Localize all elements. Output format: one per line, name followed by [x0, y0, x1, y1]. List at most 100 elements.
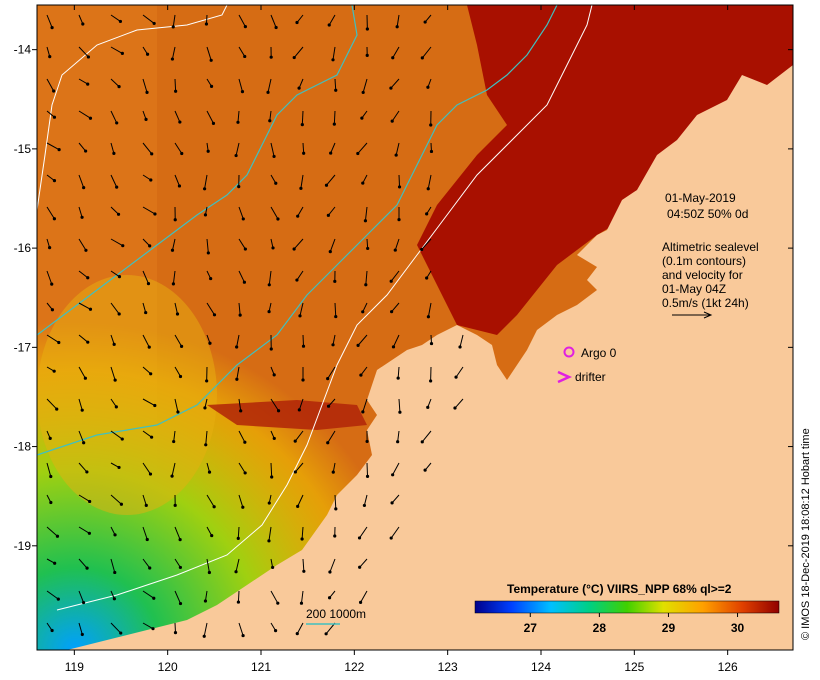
velocity-arrowhead — [113, 378, 117, 382]
velocity-arrow — [325, 622, 336, 635]
velocity-arrowhead — [389, 279, 393, 283]
velocity-arrow — [398, 398, 401, 413]
velocity-arrowhead — [87, 531, 91, 535]
velocity-arrowhead — [297, 408, 301, 412]
velocity-arrow — [237, 110, 240, 123]
drifter-marker-icon — [557, 370, 573, 384]
velocity-arrow — [78, 334, 89, 343]
velocity-arrowhead — [389, 536, 393, 540]
velocity-arrowhead — [170, 248, 175, 252]
velocity-arrowhead — [272, 154, 276, 159]
velocity-arrow — [302, 558, 305, 572]
velocity-arrowhead — [429, 149, 434, 154]
velocity-arrowhead — [458, 345, 462, 349]
x-axis: 119 120 121 122 123 124 125 126 — [65, 5, 738, 674]
velocity-arrowhead — [236, 600, 241, 604]
velocity-arrow — [46, 398, 58, 410]
velocity-arrowhead — [178, 374, 183, 379]
velocity-arrowhead — [117, 312, 121, 316]
velocity-arrow — [142, 558, 151, 569]
velocity-arrowhead — [204, 443, 208, 447]
velocity-arrowhead — [420, 247, 424, 252]
velocity-arrow — [78, 526, 90, 534]
velocity-arrowhead — [239, 409, 243, 413]
velocity-arrowhead — [48, 55, 52, 59]
velocity-arrowhead — [397, 218, 401, 222]
y-tick-label: -14 — [14, 43, 32, 57]
velocity-arrowhead — [52, 115, 57, 119]
map-plot-area — [36, 4, 794, 651]
velocity-arrowhead — [238, 313, 242, 317]
velocity-arrow — [357, 142, 368, 154]
velocity-arrow — [300, 174, 304, 189]
velocity-arrowhead — [80, 408, 84, 412]
velocity-arrow — [421, 238, 432, 250]
velocity-arrowhead — [82, 441, 86, 445]
velocity-arrow — [174, 110, 181, 123]
velocity-arrow — [296, 622, 304, 634]
velocity-arrowhead — [420, 56, 424, 60]
velocity-arrowhead — [301, 378, 305, 382]
velocity-arrow — [421, 46, 432, 59]
velocity-arrowhead — [86, 82, 90, 86]
velocity-arrowhead — [112, 342, 116, 346]
depth-legend-label: 200 1000m — [306, 607, 366, 621]
velocity-arrow — [110, 142, 115, 154]
velocity-arrowhead — [425, 212, 429, 216]
x-tick-label: 119 — [65, 660, 84, 674]
velocity-arrowhead — [203, 406, 207, 410]
velocity-arrowhead — [292, 55, 296, 60]
velocity-arrowhead — [395, 25, 399, 29]
velocity-arrowhead — [85, 566, 89, 570]
x-tick-label: 125 — [624, 660, 644, 674]
velocity-arrowhead — [390, 501, 394, 505]
velocity-arrow — [333, 110, 336, 125]
velocity-arrowhead — [359, 373, 363, 377]
velocity-arrow — [142, 142, 153, 155]
velocity-arrowhead — [146, 282, 151, 286]
velocity-arrow — [110, 622, 122, 634]
velocity-arrow — [270, 14, 277, 28]
velocity-arrow — [269, 110, 272, 121]
velocity-arrowhead — [271, 565, 275, 570]
velocity-arrowhead — [334, 88, 338, 92]
velocity-arrow — [301, 526, 304, 540]
velocity-arrowhead — [117, 465, 121, 470]
date-annotation: 01-May-2019 04:50Z 50% 0d — [665, 191, 748, 221]
velocity-arrowhead — [50, 282, 54, 286]
velocity-arrowhead — [86, 340, 90, 344]
velocity-arrowhead — [393, 248, 397, 252]
velocity-arrowhead — [298, 314, 302, 318]
credit-text: © IMOS 18-Dec-2019 18:08:12 Hobart time — [800, 428, 812, 640]
velocity-arrow — [362, 78, 368, 93]
velocity-arrowhead — [178, 565, 182, 570]
velocity-arrowhead — [81, 22, 85, 26]
velocity-arrow — [78, 206, 83, 218]
colorbar-title: Temperature (°C) VIIRS_NPP 68% ql>=2 — [507, 582, 732, 596]
velocity-arrowhead — [171, 282, 176, 286]
velocity-arrowhead — [175, 312, 180, 316]
velocity-arrowhead — [296, 504, 300, 508]
velocity-arrow — [206, 238, 209, 253]
velocity-arrowhead — [50, 26, 54, 30]
velocity-arrowhead — [113, 570, 117, 575]
velocity-arrowhead — [120, 51, 124, 55]
sealevel-contour-west — [36, 4, 228, 211]
velocity-arrow — [142, 462, 151, 475]
velocity-arrow — [328, 14, 336, 26]
velocity-arrow — [78, 590, 85, 603]
velocity-arrows — [46, 14, 464, 638]
velocity-arrowhead — [326, 404, 331, 408]
velocity-arrowhead — [391, 345, 396, 349]
velocity-arrowhead — [144, 310, 148, 315]
velocity-arrowhead — [84, 149, 88, 153]
velocity-arrowhead — [361, 410, 365, 414]
velocity-arrow — [398, 174, 401, 187]
velocity-arrowhead — [52, 217, 56, 221]
date-label: 01-May-2019 — [665, 191, 736, 205]
velocity-arrowhead — [295, 278, 299, 282]
velocity-arrowhead — [297, 86, 301, 90]
alt-line-4: 01-May 04Z — [662, 282, 726, 296]
velocity-arrowhead — [48, 436, 52, 440]
y-tick-label: -17 — [14, 340, 32, 354]
